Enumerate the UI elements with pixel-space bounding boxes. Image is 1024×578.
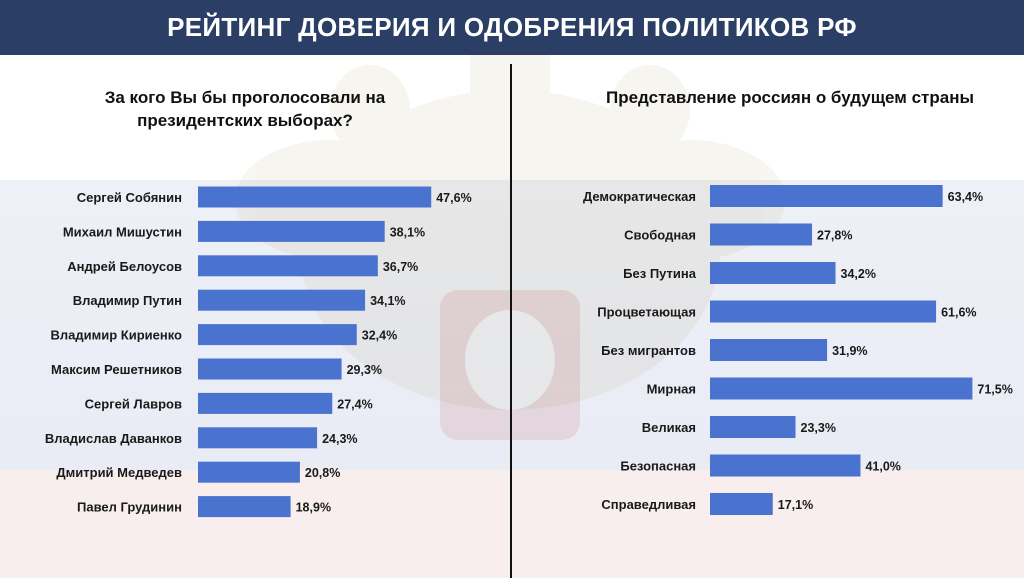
value-label: 17,1% — [778, 498, 813, 512]
category-label: Сергей Лавров — [85, 396, 182, 411]
bar — [710, 339, 828, 361]
value-label: 36,7% — [383, 260, 418, 274]
bar — [710, 416, 796, 438]
value-label: 20,8% — [305, 466, 340, 480]
category-label: Максим Решетников — [51, 362, 182, 377]
category-label: Михаил Мишустин — [63, 224, 182, 239]
bar — [198, 255, 378, 277]
value-label: 61,6% — [941, 306, 976, 320]
value-label: 38,1% — [390, 225, 425, 239]
bar — [710, 493, 773, 515]
value-label: 41,0% — [865, 460, 900, 474]
bar — [198, 427, 318, 449]
right-chart-title: Представление россиян о будущем страны — [606, 88, 974, 107]
bar — [710, 185, 943, 207]
bar — [198, 186, 432, 208]
value-label: 31,9% — [832, 344, 867, 358]
value-label: 63,4% — [948, 190, 983, 204]
bar — [710, 223, 813, 246]
bar — [710, 377, 973, 400]
left-chart-title: За кого Вы бы проголосовали на президент… — [104, 88, 386, 130]
bar — [710, 262, 836, 284]
value-label: 34,2% — [841, 267, 876, 281]
category-label: Безопасная — [620, 459, 696, 474]
value-label: 18,9% — [296, 501, 331, 515]
value-label: 32,4% — [362, 329, 397, 343]
value-label: 71,5% — [977, 383, 1012, 397]
value-label: 23,3% — [801, 421, 836, 435]
bar — [198, 324, 357, 346]
category-label: Без мигрантов — [601, 343, 696, 358]
category-label: Андрей Белоусов — [67, 259, 182, 274]
background-band-white — [0, 55, 1024, 180]
value-label: 24,3% — [322, 432, 357, 446]
value-label: 47,6% — [436, 191, 471, 205]
bar — [710, 454, 861, 477]
value-label: 29,3% — [347, 363, 382, 377]
background-band-blue — [0, 180, 1024, 470]
header-banner: РЕЙТИНГ ДОВЕРИЯ И ОДОБРЕНИЯ ПОЛИТИКОВ РФ — [0, 0, 1024, 55]
category-label: Демократическая — [583, 189, 696, 204]
bar — [198, 392, 333, 414]
panel-divider — [510, 64, 512, 578]
background-band-red — [0, 470, 1024, 578]
category-label: Дмитрий Медведев — [56, 465, 182, 480]
value-label: 27,4% — [337, 397, 372, 411]
category-label: Павел Грудинин — [77, 500, 182, 515]
value-label: 34,1% — [370, 294, 405, 308]
category-label: Мирная — [647, 382, 696, 397]
category-label: Владислав Даванков — [45, 431, 182, 446]
value-label: 27,8% — [817, 229, 852, 243]
page-title: РЕЙТИНГ ДОВЕРИЯ И ОДОБРЕНИЯ ПОЛИТИКОВ РФ — [167, 12, 857, 42]
bar — [198, 358, 342, 380]
bar — [198, 461, 300, 483]
bar — [198, 496, 291, 518]
category-label: Без Путина — [623, 266, 697, 281]
category-label: Справедливая — [601, 497, 696, 512]
category-label: Сергей Собянин — [77, 190, 182, 205]
category-label: Свободная — [624, 228, 696, 243]
bar — [710, 300, 937, 323]
category-label: Владимир Кириенко — [51, 328, 183, 343]
category-label: Великая — [642, 420, 696, 435]
bar — [198, 289, 366, 311]
bar — [198, 220, 385, 242]
category-label: Процветающая — [597, 305, 696, 320]
category-label: Владимир Путин — [73, 293, 182, 308]
